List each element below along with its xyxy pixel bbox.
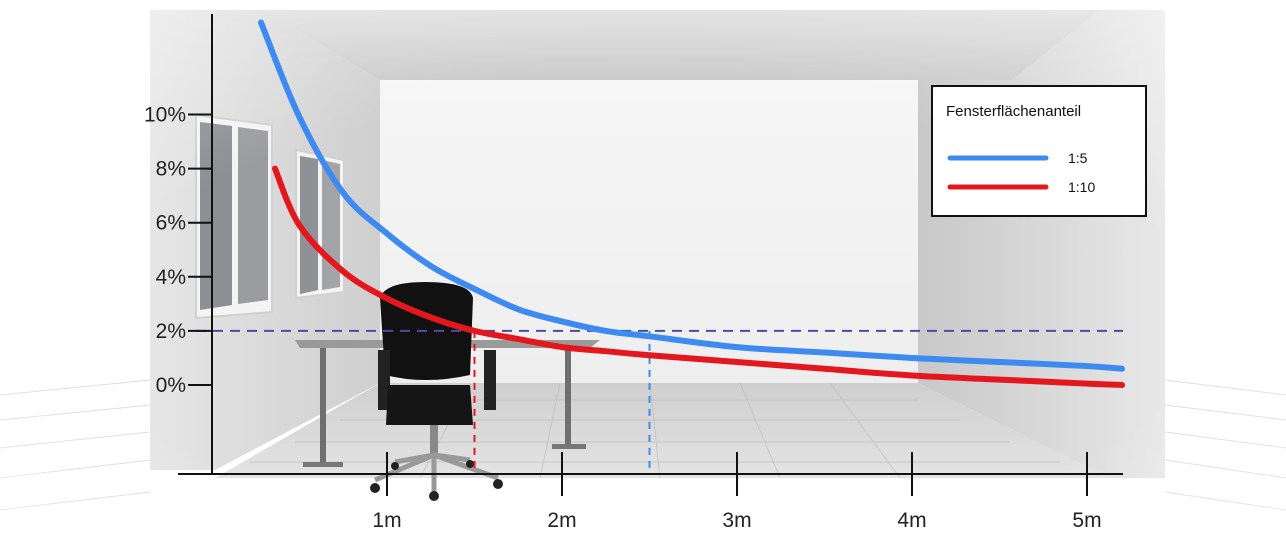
series-line-1-10	[272, 165, 1125, 388]
legend-box	[931, 85, 1147, 217]
legend-label-1-5: 1:5	[1068, 150, 1088, 166]
y-ticks: 0% 2% 4% 6% 8% 10%	[144, 104, 212, 397]
y-tick-label: 2%	[156, 320, 186, 343]
x-tick-label: 5m	[1072, 509, 1101, 532]
x-tick-label: 1m	[372, 509, 401, 532]
legend: Fensterflächenanteil 1:5 1:10	[931, 85, 1147, 217]
x-tick-label: 2m	[547, 509, 576, 532]
y-tick-label: 10%	[144, 104, 186, 127]
reference-lines	[196, 329, 1123, 474]
x-tick-label: 4m	[897, 509, 926, 532]
series-lines	[258, 19, 1125, 388]
x-tick-label: 3m	[722, 509, 751, 532]
legend-title: Fensterflächenanteil	[946, 103, 1081, 120]
axes	[178, 14, 1123, 475]
y-tick-label: 8%	[156, 158, 186, 181]
y-tick-label: 4%	[156, 266, 186, 289]
y-tick-label: 0%	[156, 374, 186, 397]
x-ticks: 1m 2m 3m 4m 5m	[372, 452, 1102, 532]
series-line-1-5	[258, 19, 1125, 372]
legend-label-1-10: 1:10	[1068, 179, 1095, 195]
y-tick-label: 6%	[156, 212, 186, 235]
